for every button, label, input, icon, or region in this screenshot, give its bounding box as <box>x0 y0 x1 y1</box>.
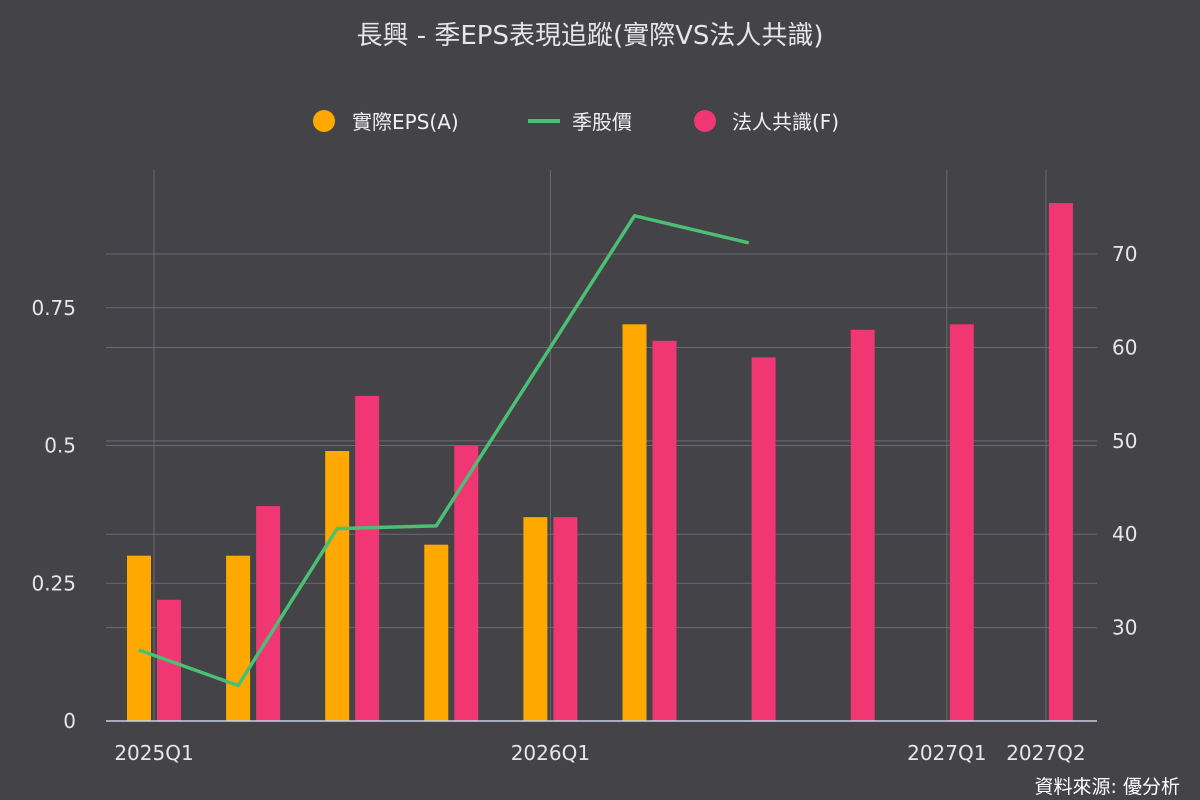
source-note: 資料來源: 優分析 <box>1035 776 1180 798</box>
y-right-tick-3: 60 <box>1112 335 1137 359</box>
legend-label-actual: 實際EPS(A) <box>352 110 459 134</box>
price-point-3 <box>435 525 437 527</box>
y-left-tick-3: 0.75 <box>31 296 76 320</box>
price-line <box>138 214 750 688</box>
x-tick-1: 2026Q1 <box>511 741 590 765</box>
bar-actual-0 <box>127 555 151 721</box>
y-left-tick-0: 0 <box>63 709 76 733</box>
y-left-tick-1: 0.25 <box>31 571 76 595</box>
y-right-tick-0: 30 <box>1112 616 1137 640</box>
bar-forecast-9 <box>1048 203 1073 721</box>
bar-actual-3 <box>424 544 449 721</box>
legend-swatch-forecast <box>694 110 716 132</box>
bar-forecast-7 <box>850 329 875 721</box>
price-point-6 <box>748 242 750 244</box>
gridlines <box>106 170 1097 721</box>
bar-actual-4 <box>523 517 548 721</box>
x-tick-0: 2025Q1 <box>114 741 193 765</box>
y-right-tick-1: 40 <box>1112 522 1137 546</box>
bar-actual-1 <box>226 555 251 721</box>
legend[interactable]: 實際EPS(A) 季股價 法人共識(F) <box>313 110 839 134</box>
legend-swatch-actual <box>313 110 335 132</box>
chart-title: 長興 - 季EPS表現追蹤(實際VS法人共識) <box>356 21 823 51</box>
bar-forecast-6 <box>751 357 776 721</box>
bar-forecast-3 <box>454 445 479 721</box>
legend-item-price[interactable]: 季股價 <box>528 110 632 134</box>
bar-forecast-2 <box>355 395 380 721</box>
legend-label-forecast: 法人共識(F) <box>732 110 839 134</box>
bar-actual-5 <box>622 324 647 721</box>
bar-forecast-8 <box>949 324 974 721</box>
legend-label-price: 季股價 <box>572 110 632 134</box>
price-point-0 <box>138 649 140 651</box>
y-right-tick-4: 70 <box>1112 242 1137 266</box>
bar-forecast-1 <box>256 506 281 721</box>
x-tick-2: 2027Q1 <box>907 741 986 765</box>
x-tick-3: 2027Q2 <box>1006 741 1085 765</box>
bar-forecast-4 <box>553 517 578 721</box>
bar-actual-2 <box>325 451 350 721</box>
axes: 0 0.25 0.5 0.75 30 40 50 60 70 2025Q1 2026Q1 2027Q1… <box>31 242 1137 765</box>
legend-item-actual[interactable]: 實際EPS(A) <box>313 110 459 134</box>
bar-forecast-5 <box>652 340 677 721</box>
price-point-5 <box>634 215 635 217</box>
bars <box>127 203 1073 721</box>
price-line-layer <box>138 214 750 688</box>
legend-item-forecast[interactable]: 法人共識(F) <box>694 110 839 134</box>
price-point-1 <box>237 685 239 687</box>
price-point-2 <box>336 528 338 530</box>
y-left-tick-2: 0.5 <box>44 434 76 458</box>
y-right-tick-2: 50 <box>1112 429 1137 453</box>
